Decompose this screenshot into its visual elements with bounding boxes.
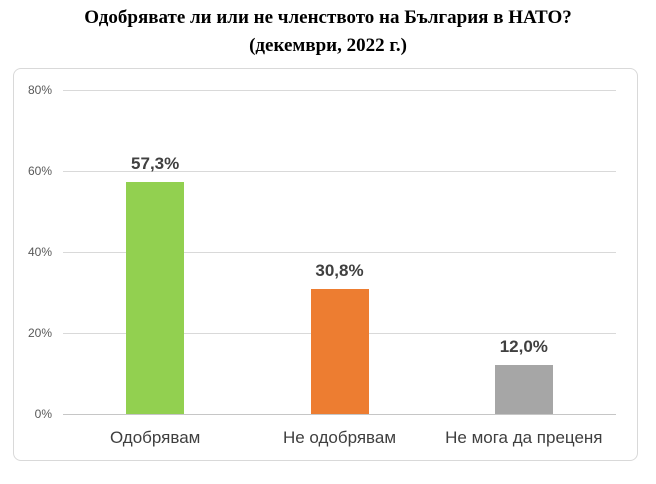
gridline xyxy=(63,90,616,91)
x-axis-line xyxy=(63,414,616,415)
gridline xyxy=(63,171,616,172)
bar-value-label: 30,8% xyxy=(315,261,364,281)
y-axis-tick-label: 20% xyxy=(27,326,52,340)
x-axis-category-label: Не одобрявам xyxy=(282,428,397,447)
x-axis-category-label: Одобрявам xyxy=(109,428,201,447)
x-axis-category-label: Не мога да преценя xyxy=(445,428,603,447)
bar xyxy=(494,365,553,414)
y-axis-tick-label: 0% xyxy=(34,407,52,421)
bar xyxy=(310,289,369,414)
y-axis-tick-label: 60% xyxy=(27,164,52,178)
y-axis-tick-label: 40% xyxy=(27,245,52,259)
bar xyxy=(126,181,185,414)
chart-title-line1: Одобрявате ли или не членството на Бълга… xyxy=(84,7,572,28)
bar-value-label: 12,0% xyxy=(499,337,548,357)
chart-title: Одобрявате ли или не членството на Бълга… xyxy=(0,4,656,60)
chart-title-line2: (декември, 2022 г.) xyxy=(249,35,407,56)
y-axis-tick-label: 80% xyxy=(27,83,52,97)
gridline xyxy=(63,252,616,253)
bar-value-label: 57,3% xyxy=(131,153,180,173)
plot-area: 0% 20% 40% 60% 80% 57,3% Одобрявам 30,8% Не одоб… xyxy=(13,68,638,461)
